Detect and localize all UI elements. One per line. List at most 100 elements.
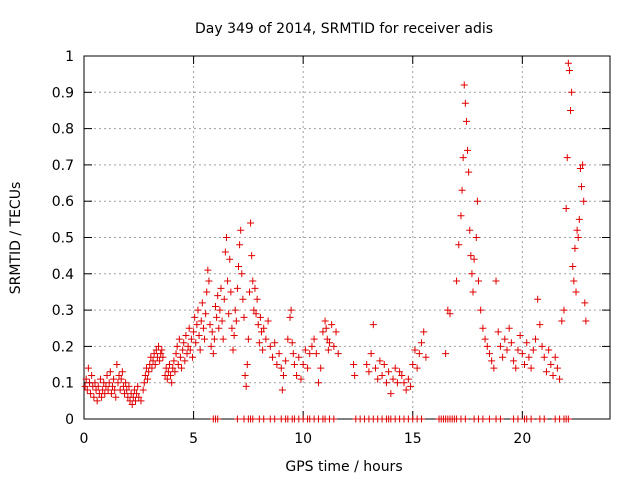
data-point: [446, 310, 454, 318]
data-points: [81, 59, 590, 423]
data-point-zero: [485, 415, 493, 423]
data-point: [323, 335, 331, 343]
data-point: [150, 350, 158, 358]
data-point: [219, 335, 227, 343]
data-point: [396, 368, 404, 376]
data-point: [84, 364, 92, 372]
data-point: [565, 67, 573, 75]
data-point: [529, 346, 537, 354]
data-point: [179, 346, 187, 354]
grid-lines: [84, 56, 610, 419]
data-point: [145, 368, 153, 376]
data-point: [241, 371, 249, 379]
data-point: [374, 375, 382, 383]
data-point: [243, 361, 251, 369]
data-point: [221, 248, 229, 256]
data-point: [279, 371, 287, 379]
data-point: [523, 339, 531, 347]
data-point: [286, 313, 294, 321]
data-point: [201, 335, 209, 343]
data-point: [363, 361, 371, 369]
data-point: [582, 317, 590, 325]
data-point: [110, 375, 118, 383]
data-point: [235, 263, 243, 271]
y-tick-label: 0.1: [52, 376, 74, 392]
data-point: [163, 375, 171, 383]
data-point: [266, 342, 274, 350]
data-point: [516, 332, 524, 340]
data-point: [130, 386, 138, 394]
data-point: [575, 215, 583, 223]
data-point: [184, 342, 192, 350]
data-point: [376, 357, 384, 365]
data-point: [251, 284, 259, 292]
data-point: [228, 324, 236, 332]
data-point: [227, 288, 235, 296]
data-point: [527, 364, 535, 372]
data-point: [175, 335, 183, 343]
data-point: [332, 328, 340, 336]
data-point: [134, 382, 142, 390]
data-point: [239, 295, 247, 303]
data-point: [490, 364, 498, 372]
data-point: [190, 328, 198, 336]
data-point: [322, 324, 330, 332]
data-point: [137, 397, 145, 405]
x-tick-label: 15: [404, 431, 422, 447]
data-point: [574, 234, 582, 241]
data-point: [216, 306, 224, 314]
data-point: [278, 386, 286, 394]
data-point: [465, 168, 473, 176]
data-point: [262, 335, 270, 343]
data-point: [558, 317, 566, 325]
data-point: [104, 386, 112, 394]
y-tick-label: 0.9: [52, 85, 74, 101]
data-point: [135, 393, 143, 401]
data-point: [199, 324, 207, 332]
data-point: [556, 375, 564, 383]
data-point: [288, 339, 296, 347]
data-point: [113, 361, 121, 369]
data-point: [90, 393, 98, 401]
data-point: [98, 393, 106, 401]
data-point: [180, 339, 188, 347]
data-point: [564, 59, 572, 67]
data-point: [159, 353, 167, 361]
data-point: [260, 324, 268, 332]
data-point: [568, 88, 576, 96]
data-point: [250, 306, 258, 314]
data-point: [248, 252, 256, 260]
data-point: [581, 299, 589, 307]
data-point: [169, 364, 177, 372]
data-point: [178, 364, 186, 372]
x-axis-ticks: 0 5 10 15 20: [80, 56, 531, 447]
data-point: [212, 302, 219, 310]
data-point: [168, 379, 176, 387]
data-point: [525, 353, 533, 361]
data-point: [328, 321, 336, 329]
x-tick-label: 10: [294, 431, 312, 447]
data-point: [547, 361, 555, 369]
data-point: [483, 342, 491, 350]
data-point: [371, 364, 379, 372]
data-point: [218, 317, 226, 325]
y-tick-label: 0.4: [52, 267, 74, 283]
data-point: [321, 317, 329, 325]
data-point: [351, 371, 359, 379]
data-point: [225, 310, 233, 318]
data-point-zero: [214, 415, 222, 423]
y-tick-label: 0.3: [52, 303, 74, 319]
data-point: [514, 346, 522, 354]
data-point: [413, 364, 421, 372]
data-point: [195, 332, 203, 340]
data-point: [117, 375, 125, 383]
data-point: [411, 346, 419, 354]
data-point: [237, 226, 245, 234]
data-point: [102, 382, 110, 390]
data-point: [151, 361, 159, 369]
data-point: [193, 321, 201, 329]
data-point: [185, 324, 193, 332]
data-point: [518, 350, 526, 358]
data-point: [540, 353, 548, 361]
